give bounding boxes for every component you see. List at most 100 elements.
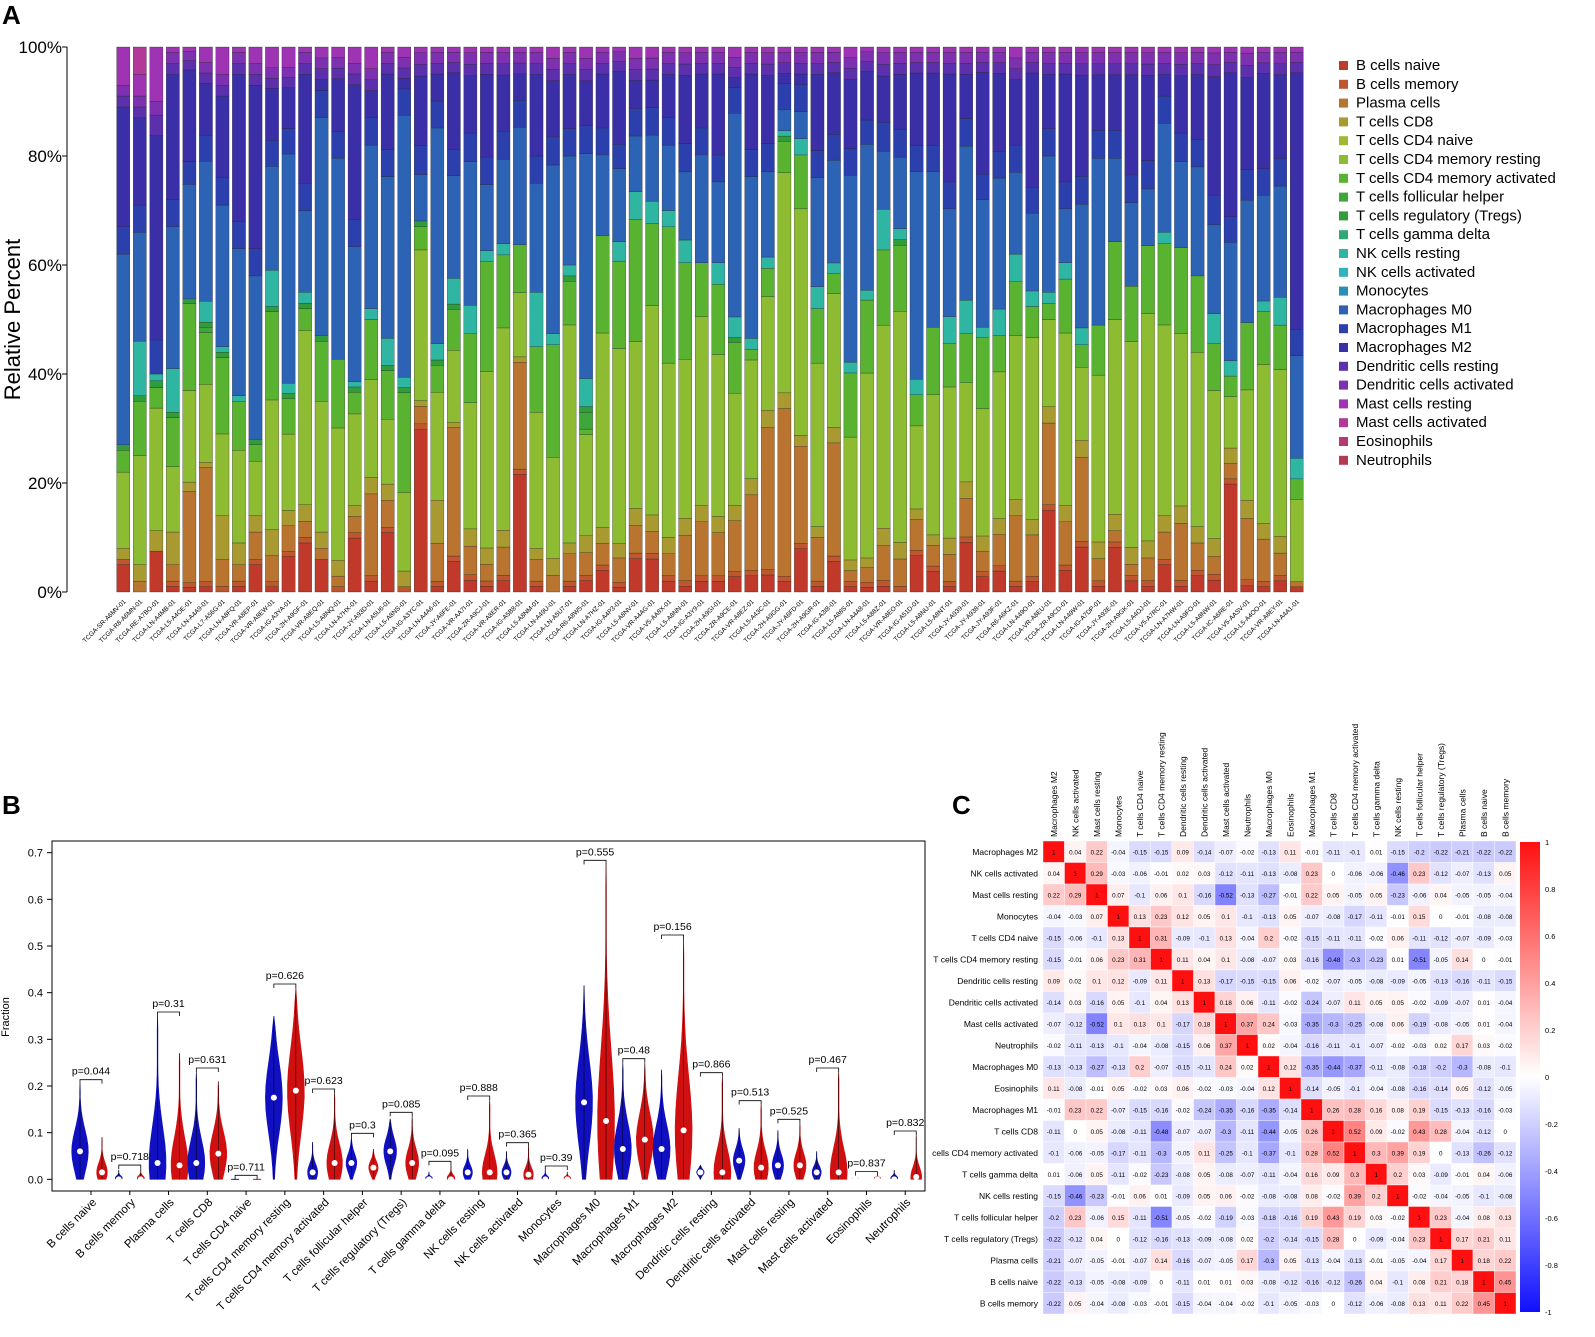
column-label: Macrophages M0 (1264, 771, 1274, 837)
bar-stack (347, 46, 362, 593)
bar-segment (298, 74, 312, 184)
bar-segment (1108, 63, 1122, 75)
bar-segment (1042, 128, 1056, 157)
bar-segment (1009, 499, 1023, 516)
bar-segment (347, 84, 362, 220)
bar-segment (397, 570, 411, 587)
bar-segment (876, 122, 891, 152)
bar-segment (248, 85, 263, 249)
heatmap-cell-value: -0.13 (1477, 871, 1492, 878)
heatmap-cell-value: -0.08 (1111, 1129, 1126, 1136)
bar-segment (480, 46, 494, 53)
significance-bracket (157, 1011, 180, 1016)
heatmap-cell-value: -0.16 (1305, 957, 1320, 964)
bar-segment (579, 58, 593, 70)
heatmap-cell-value: -0.02 (1391, 1215, 1406, 1222)
bar-segment (711, 532, 726, 576)
bar-segment (893, 558, 907, 587)
bar-segment (1190, 52, 1205, 64)
bar-segment (645, 57, 659, 70)
heatmap-cell-value: 0.01 (1155, 1193, 1168, 1200)
bar-segment (314, 90, 329, 118)
bar-segment (959, 52, 973, 64)
row-label: Macrophages M0 (972, 1062, 1038, 1072)
significance-bracket (583, 859, 607, 865)
bar-segment (827, 159, 841, 264)
bar-segment (447, 422, 461, 428)
bar-segment (1091, 52, 1106, 64)
bar-stack (496, 46, 511, 593)
heatmap-cell-value: -0.1 (1500, 1064, 1511, 1071)
panel-label-b: B (2, 790, 21, 820)
bar-segment (711, 52, 726, 64)
heatmap-cell-value: 0.39 (1392, 1150, 1405, 1157)
bar-segment (364, 575, 378, 582)
bar-segment (893, 586, 907, 593)
bar-segment (893, 129, 907, 158)
bar-segment (248, 74, 263, 86)
bar-stack (1240, 46, 1254, 593)
bar-segment (314, 117, 329, 336)
heatmap-cell-value: -0.06 (1068, 935, 1083, 942)
bar-segment (1124, 285, 1139, 342)
bar-segment (215, 346, 230, 353)
heatmap-cell-value: -0.17 (1348, 914, 1363, 921)
heatmap-cell-value: -0.08 (1391, 1301, 1406, 1308)
bar-segment (1025, 52, 1040, 63)
heatmap-cell-value: 0.04 (1435, 892, 1448, 899)
bar-segment (661, 74, 676, 118)
p-value-label: p=0.525 (770, 1105, 808, 1117)
bar-segment (1240, 77, 1254, 170)
heatmap-cell-value: 0.05 (1284, 1258, 1297, 1265)
bar-segment (281, 383, 296, 394)
legend-label: T cells CD8 (1356, 113, 1433, 130)
bar-segment (628, 46, 643, 59)
bar-segment (661, 580, 676, 593)
heatmap-cell-value: 0.05 (1198, 1193, 1211, 1200)
heatmap-cell-value: -0.13 (1455, 1150, 1470, 1157)
bar-stack (1141, 46, 1155, 593)
heatmap-cell-value: -0.02 (1283, 1000, 1298, 1007)
heatmap-cell-value: 1 (1288, 1086, 1292, 1093)
bar-segment (1025, 534, 1040, 577)
bar-segment (810, 63, 825, 75)
significance-bracket (661, 934, 684, 939)
bar-segment (810, 74, 825, 151)
violin-pair (345, 1137, 379, 1180)
bar-segment (166, 580, 180, 587)
bar-segment (926, 545, 940, 567)
bar-segment (744, 149, 759, 177)
row-label: Plasma cells (990, 1255, 1038, 1265)
bar-segment (166, 368, 180, 413)
legend-label: NK cells activated (1356, 264, 1475, 281)
heatmap-cell-value: 0 (1073, 1129, 1077, 1136)
heatmap-cell-value: -0.03 (1111, 871, 1126, 878)
bar-segment (265, 306, 279, 312)
bar-stack (1174, 46, 1188, 593)
y-tick-label: 0.2 (28, 1081, 43, 1093)
heatmap-cell-value: -0.1 (1091, 935, 1102, 942)
bar-segment (1256, 364, 1271, 524)
heatmap-cell-value: -0.25 (1348, 1021, 1363, 1028)
heatmap-cell-value: -0.12 (1348, 1301, 1363, 1308)
bar-segment (1058, 63, 1073, 75)
heatmap-cell-value: -0.02 (1412, 1193, 1427, 1200)
heatmap-cell-value: -0.1 (1349, 849, 1360, 856)
violin-median (331, 1160, 338, 1166)
bar-segment (595, 570, 610, 593)
bar-segment (992, 371, 1006, 519)
bar-segment (628, 108, 643, 137)
bar-segment (199, 46, 213, 63)
legend-swatch (1339, 155, 1348, 164)
heatmap-cell-value: -0.13 (1262, 849, 1277, 856)
p-value-label: p=0.3 (349, 1119, 376, 1131)
bar-segment (331, 131, 345, 159)
bar-segment (314, 401, 329, 533)
bar-segment (265, 46, 279, 68)
bar-segment (1091, 130, 1106, 159)
violin-median (719, 1169, 726, 1176)
violin-pair (187, 1071, 228, 1180)
heatmap-cell-value: 0.11 (1499, 1236, 1511, 1243)
bar-segment (248, 248, 263, 277)
bar-segment (992, 534, 1006, 566)
